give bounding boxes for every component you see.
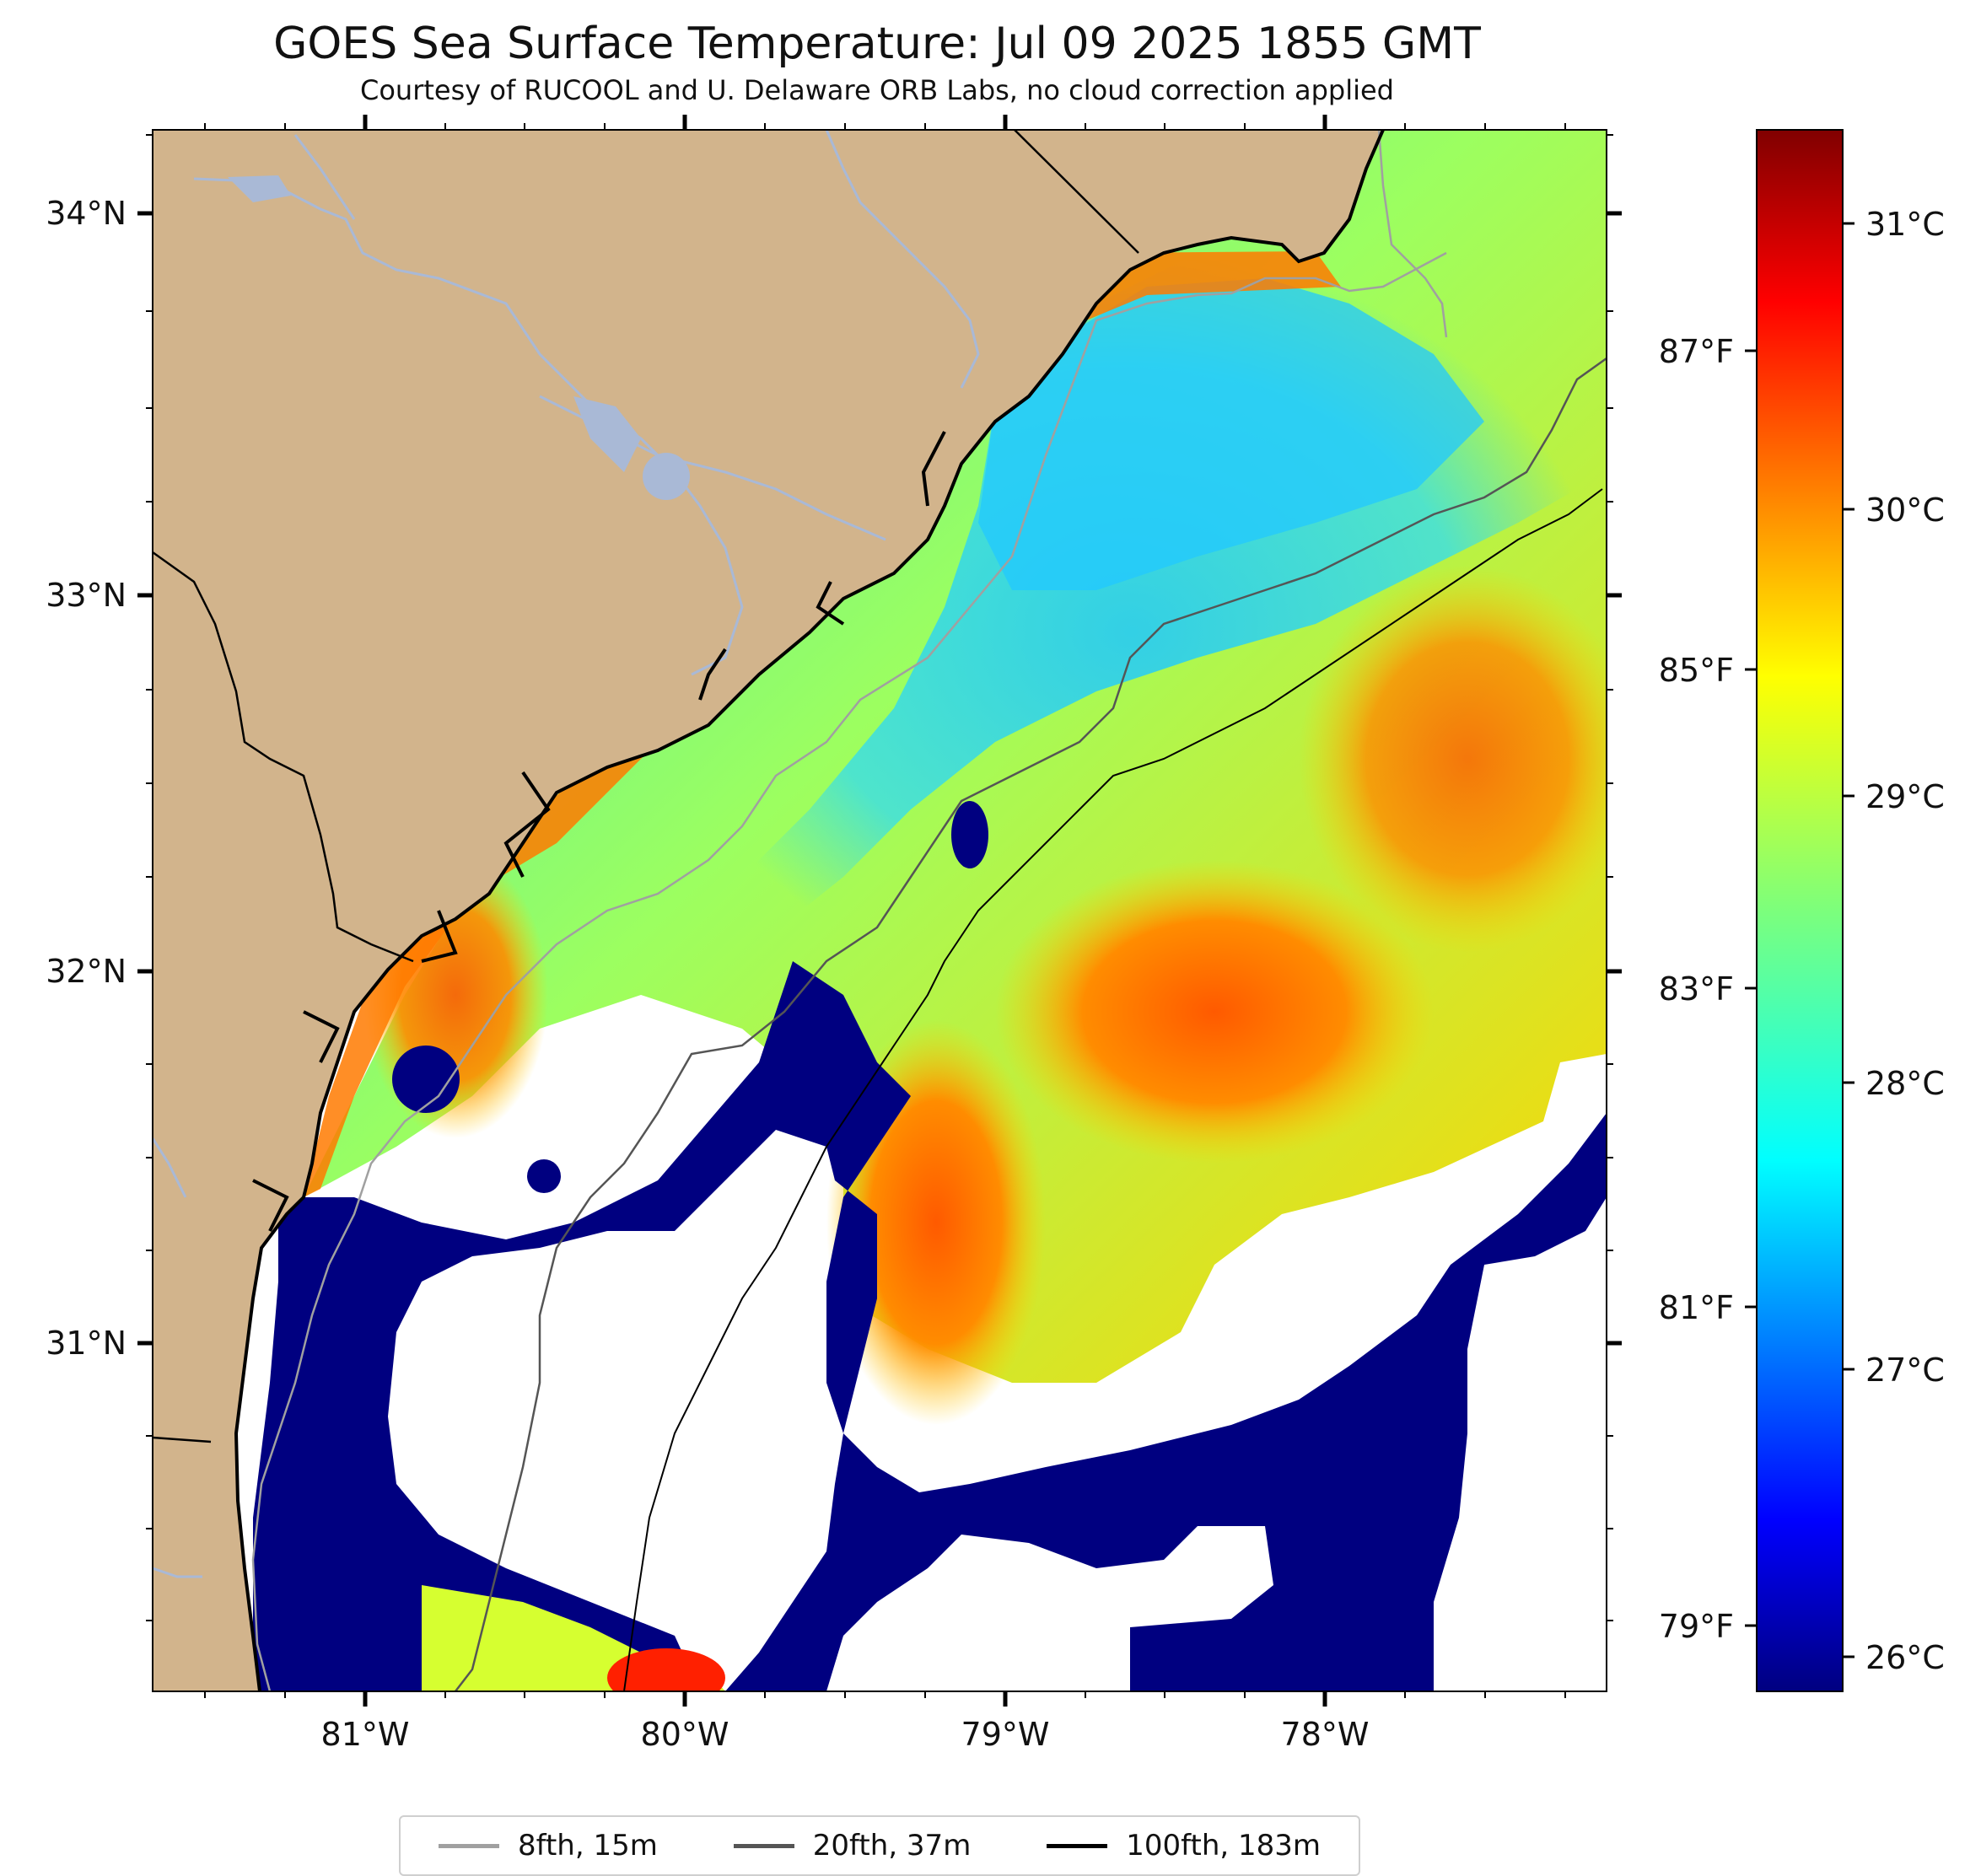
sst-cool-patch-north: [978, 278, 1484, 590]
legend-label: 8fth, 15m: [517, 1829, 658, 1863]
lake-marion: [228, 175, 291, 202]
colorbar-fahrenheit-label: 79°F: [1659, 1608, 1734, 1645]
sst-warm-patch-east: [995, 860, 1434, 1164]
colorbar: [1756, 129, 1844, 1692]
sst-warm-patch-gulfstream: [1299, 565, 1607, 953]
lon-tick-marks: [363, 115, 1327, 1707]
land-mass: [153, 130, 1383, 1691]
sst-hot-south-patch: [607, 1648, 725, 1691]
lat-tick-label: 31°N: [46, 1325, 127, 1362]
colorbar-celsius-ticks: [1843, 222, 1854, 1658]
lat-tick-label: 33°N: [46, 577, 127, 614]
lat-minor-ticks: [146, 134, 1613, 1621]
colorbar-fahrenheit-label: 87°F: [1659, 333, 1734, 370]
lon-tick-label: 81°W: [321, 1716, 410, 1753]
isobath-legend: 8fth, 15m 20fth, 37m 100fth, 183m: [399, 1815, 1360, 1876]
colorbar-celsius-label: 28°C: [1865, 1065, 1945, 1102]
lon-tick-label: 78°W: [1281, 1716, 1370, 1753]
coastline: [234, 130, 1385, 1691]
map-panel: [153, 130, 1607, 1691]
legend-label: 100fth, 183m: [1126, 1829, 1322, 1863]
lat-tick-label: 34°N: [46, 195, 127, 232]
state-borders: [153, 130, 1139, 1443]
colorbar-celsius-label: 26°C: [1865, 1639, 1945, 1676]
colorbar-celsius-label: 31°C: [1865, 206, 1945, 243]
isobath-100fth: [623, 488, 1603, 1691]
lon-minor-ticks: [204, 123, 1566, 1698]
cloud-mask-south: [253, 961, 1607, 1691]
colorbar-fahrenheit-label: 83°F: [1659, 970, 1734, 1008]
map-title: GOES Sea Surface Temperature: Jul 09 202…: [273, 19, 1481, 69]
lon-tick-label: 79°W: [961, 1716, 1050, 1753]
sst-map-figure: 81°W 80°W 79°W 78°W 34°N 33°N 32°N 31°N …: [46, 115, 1945, 1753]
legend-item-8fth: 8fth, 15m: [438, 1829, 658, 1863]
lake-moultrie-basin: [643, 453, 690, 500]
legend-item-20fth: 20fth, 37m: [733, 1829, 972, 1863]
lake-moultrie: [573, 396, 641, 472]
map-subtitle: Courtesy of RUCOOL and U. Delaware ORB L…: [360, 74, 1394, 106]
colorbar-fahrenheit-label: 85°F: [1659, 652, 1734, 689]
cloud-mask-spot: [527, 1159, 561, 1193]
colorbar-celsius-label: 27°C: [1865, 1352, 1945, 1389]
legend-swatch-8fth: [438, 1843, 499, 1848]
colorbar-fahrenheit-ticks: [1745, 349, 1757, 1627]
lat-tick-marks: [137, 211, 1622, 1346]
lat-tick-label: 32°N: [46, 953, 127, 990]
legend-label: 20fth, 37m: [812, 1829, 972, 1863]
lon-tick-label: 80°W: [641, 1716, 729, 1753]
legend-swatch-20fth: [733, 1843, 794, 1848]
legend-swatch-100fth: [1047, 1843, 1108, 1848]
isobath-20fth: [455, 357, 1607, 1691]
map-frame: [152, 129, 1607, 1692]
cloud-mask-spot: [951, 801, 988, 868]
colorbar-celsius-label: 29°C: [1865, 778, 1945, 815]
cloud-mask-spot: [392, 1046, 460, 1113]
colorbar-fahrenheit-label: 81°F: [1659, 1289, 1734, 1326]
isobath-8fth: [251, 130, 1448, 1691]
sound-inlets: [252, 431, 946, 1232]
colorbar-celsius-label: 30°C: [1865, 492, 1945, 529]
legend-item-100fth: 100fth, 183m: [1047, 1829, 1321, 1863]
